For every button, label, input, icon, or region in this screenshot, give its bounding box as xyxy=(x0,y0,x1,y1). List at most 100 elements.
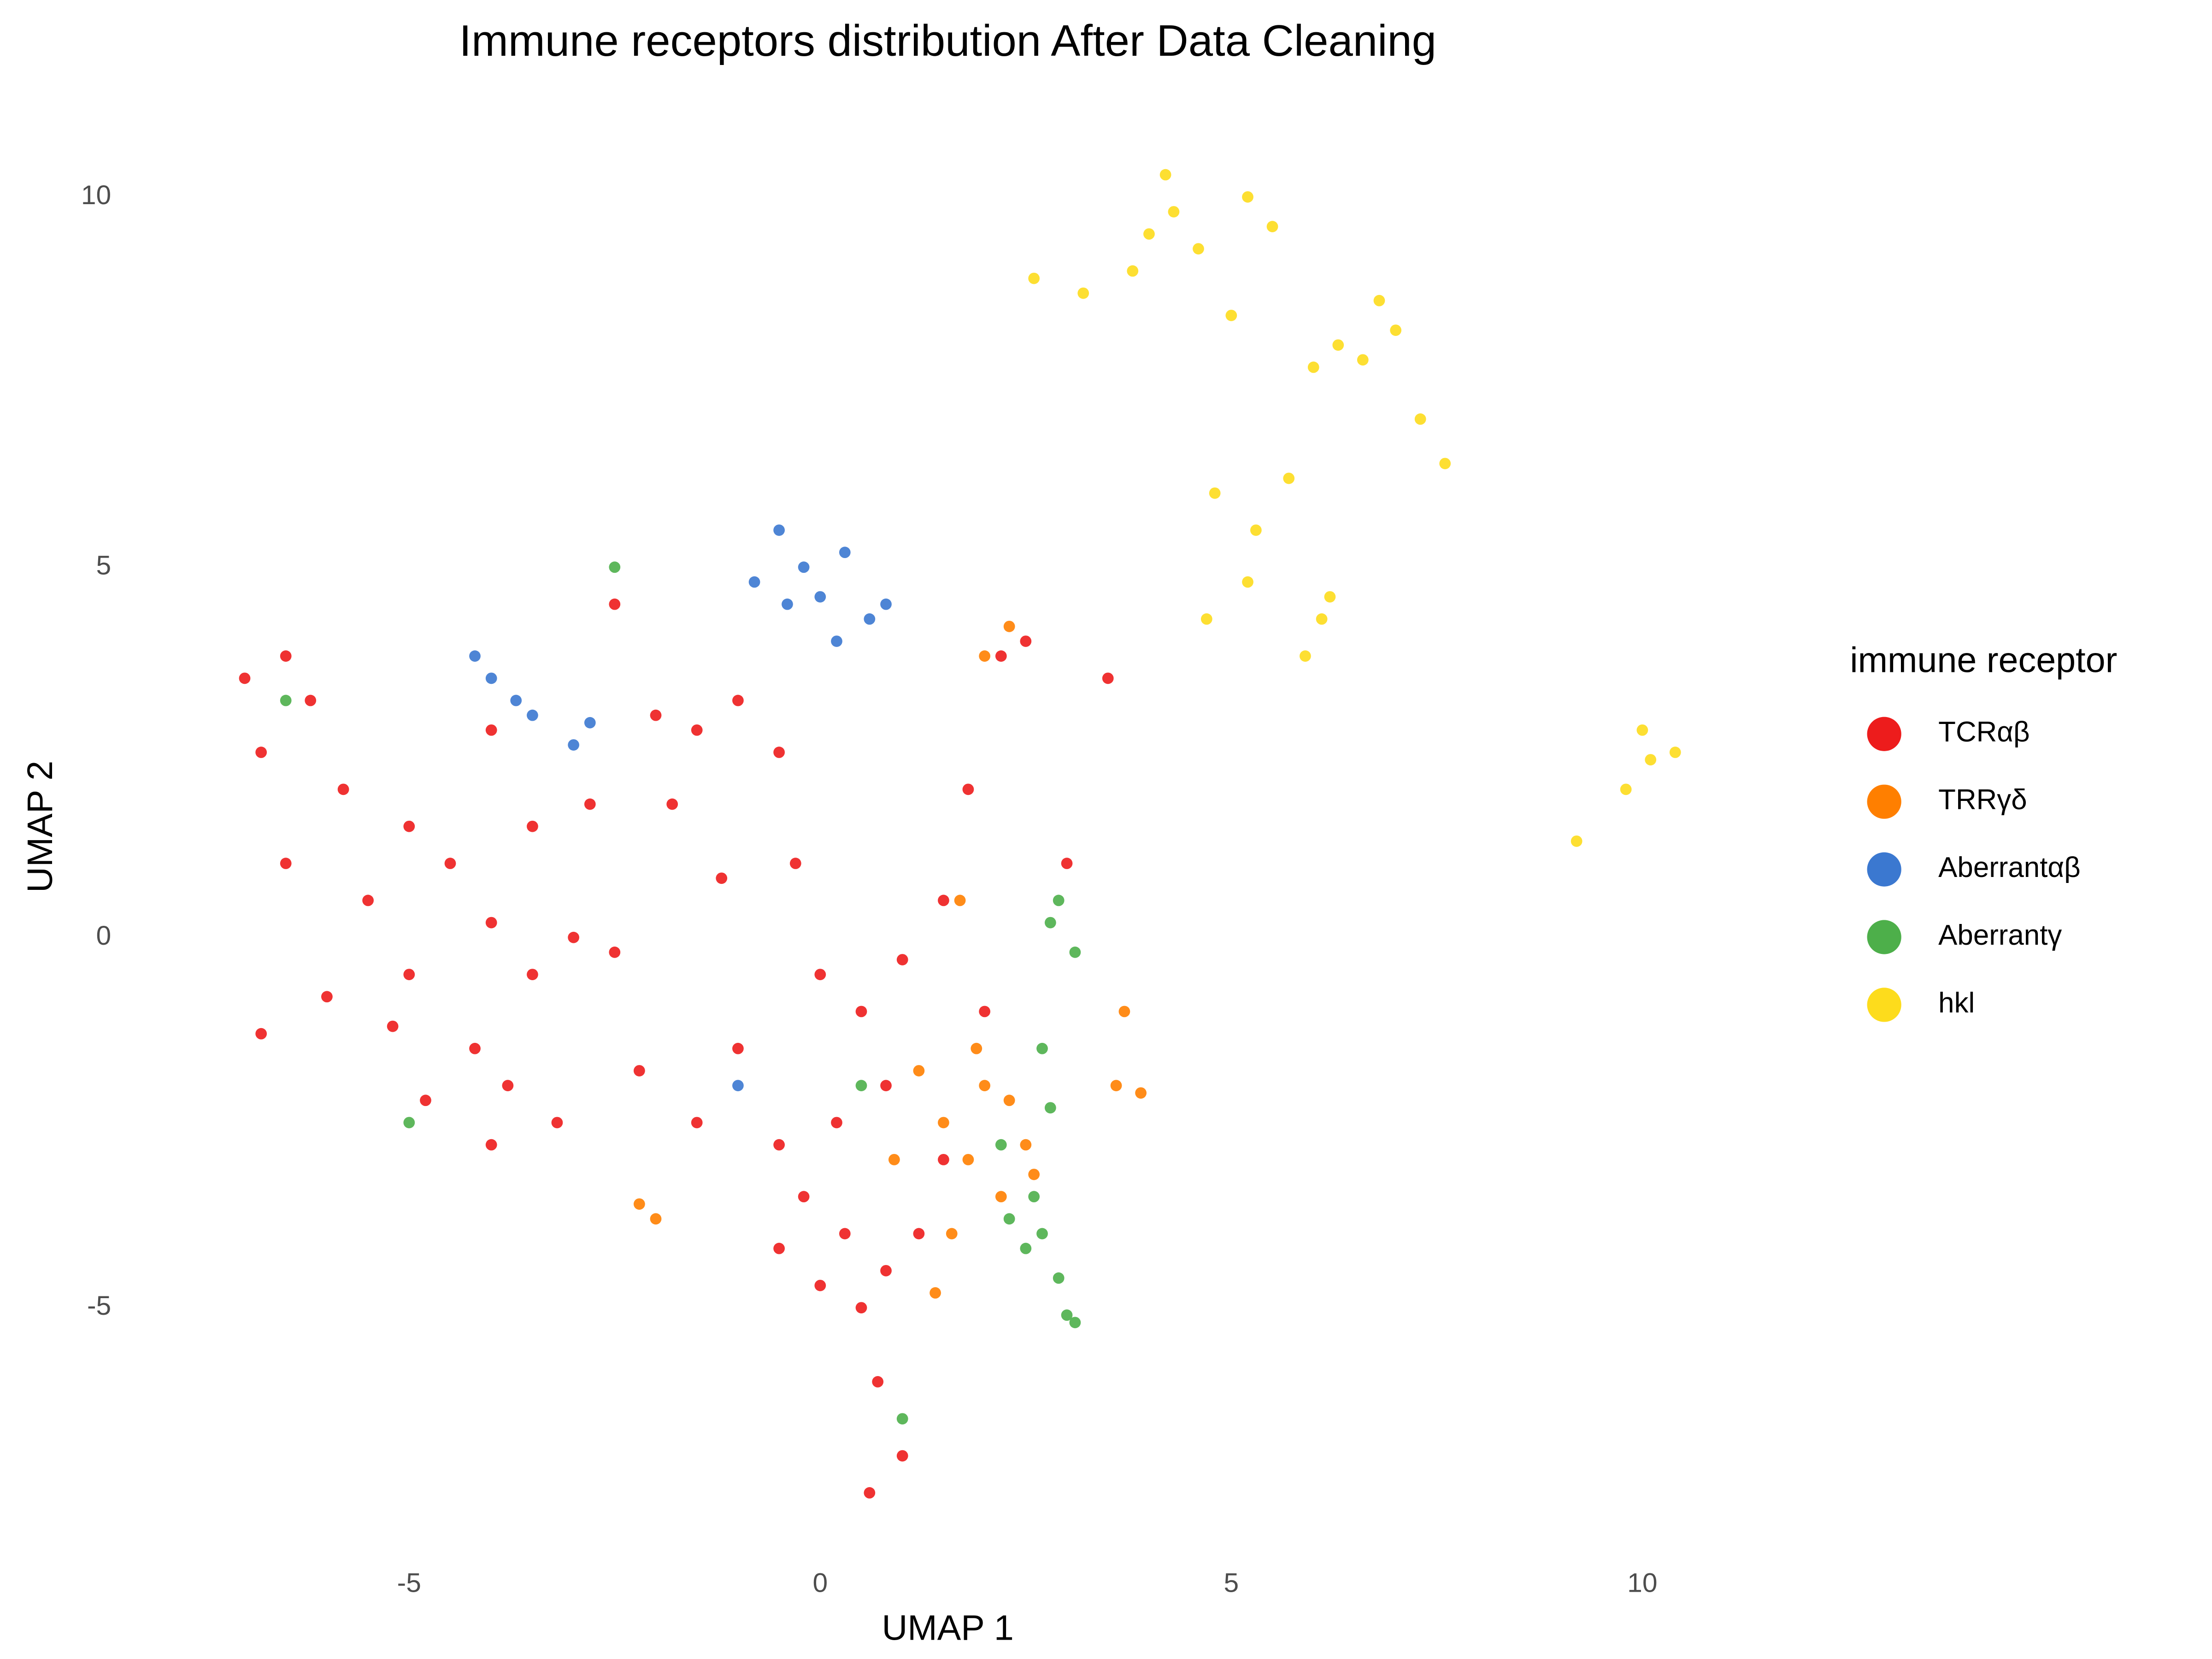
point xyxy=(798,561,810,573)
point xyxy=(913,1065,925,1077)
point xyxy=(650,1213,662,1225)
point xyxy=(732,1080,744,1091)
point xyxy=(527,709,538,721)
y-tick-label: 5 xyxy=(96,550,112,580)
point xyxy=(633,1198,645,1210)
point xyxy=(527,969,538,980)
point xyxy=(888,1153,900,1165)
point xyxy=(814,1280,826,1291)
point xyxy=(1332,339,1344,351)
legend-swatch xyxy=(1867,852,1901,887)
point xyxy=(1168,206,1180,218)
point xyxy=(1069,1317,1081,1329)
legend-label: TCRαβ xyxy=(1938,716,2030,748)
point xyxy=(387,1020,399,1032)
point xyxy=(1620,783,1632,795)
point xyxy=(831,635,842,647)
point xyxy=(979,1006,990,1018)
point xyxy=(1200,613,1212,625)
y-axis-title: UMAP 2 xyxy=(20,761,60,893)
point xyxy=(1373,294,1385,306)
point xyxy=(1028,1169,1040,1180)
chart-title: Immune receptors distribution After Data… xyxy=(459,16,1436,65)
point xyxy=(814,591,826,603)
point xyxy=(1020,1242,1032,1254)
point xyxy=(773,1242,785,1254)
y-tick-label: -5 xyxy=(87,1291,111,1321)
point xyxy=(444,858,456,869)
point xyxy=(1118,1006,1130,1018)
point xyxy=(305,694,317,706)
point xyxy=(1053,1272,1065,1284)
point xyxy=(1300,650,1311,662)
point xyxy=(527,820,538,832)
point xyxy=(938,1153,949,1165)
point xyxy=(1143,228,1155,240)
point xyxy=(609,947,621,958)
point xyxy=(1110,1080,1122,1091)
point xyxy=(1571,835,1583,847)
legend-swatch xyxy=(1867,784,1901,819)
point xyxy=(551,1117,563,1129)
point xyxy=(1283,472,1295,484)
point xyxy=(584,717,596,729)
point xyxy=(1242,191,1253,203)
point xyxy=(1324,591,1336,603)
point xyxy=(691,1117,703,1129)
x-tick-label: -5 xyxy=(397,1568,421,1598)
point xyxy=(880,598,892,610)
point xyxy=(1061,1309,1073,1321)
x-tick-label: 0 xyxy=(812,1568,828,1598)
point xyxy=(568,739,579,751)
point xyxy=(1053,894,1065,906)
point xyxy=(930,1287,941,1299)
point xyxy=(880,1080,892,1091)
legend-swatch xyxy=(1867,988,1901,1022)
point xyxy=(1669,747,1681,758)
point xyxy=(1069,947,1081,958)
legend-label: Aberrantγ xyxy=(1938,919,2062,951)
point xyxy=(485,672,497,684)
point xyxy=(280,694,292,706)
point xyxy=(1159,169,1171,181)
point xyxy=(1414,413,1426,425)
point xyxy=(938,894,949,906)
point xyxy=(995,650,1007,662)
point xyxy=(255,1028,267,1040)
point xyxy=(1044,1102,1056,1114)
point xyxy=(782,598,793,610)
point xyxy=(1127,265,1139,277)
point xyxy=(1225,310,1237,321)
point xyxy=(403,820,415,832)
point xyxy=(1036,1228,1048,1240)
point xyxy=(913,1228,925,1240)
point xyxy=(1645,754,1657,765)
point xyxy=(880,1265,892,1277)
point xyxy=(502,1080,514,1091)
point xyxy=(954,894,966,906)
y-tick-label: 10 xyxy=(81,180,111,210)
point xyxy=(855,1006,867,1018)
point xyxy=(1077,287,1089,299)
point xyxy=(510,694,522,706)
legend-title: immune receptor xyxy=(1850,641,2117,680)
point xyxy=(872,1376,884,1388)
point xyxy=(321,991,333,1003)
point xyxy=(1357,354,1369,366)
point xyxy=(1003,1094,1015,1106)
point xyxy=(1390,324,1402,336)
point xyxy=(1242,576,1253,588)
point xyxy=(485,1139,497,1151)
point xyxy=(239,672,251,684)
point xyxy=(1061,858,1073,869)
point xyxy=(1036,1042,1048,1054)
point xyxy=(485,917,497,929)
point xyxy=(938,1117,949,1129)
point xyxy=(1266,221,1278,232)
point xyxy=(609,598,621,610)
legend-swatch xyxy=(1867,717,1901,751)
point xyxy=(1135,1087,1147,1099)
point xyxy=(1636,724,1648,736)
legend-label: TRRγδ xyxy=(1938,784,2027,816)
